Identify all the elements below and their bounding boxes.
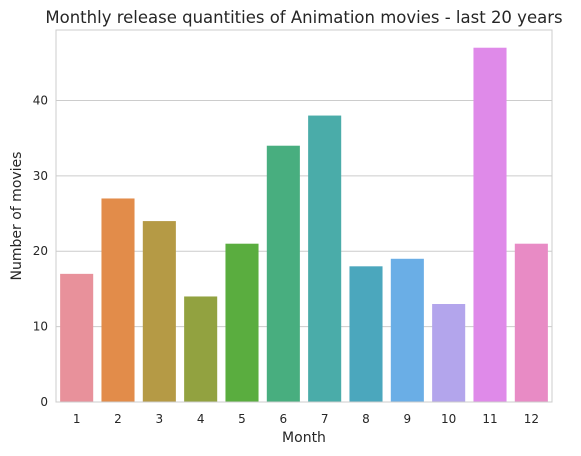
plot-area (56, 30, 552, 402)
x-tick-label: 9 (404, 412, 412, 426)
y-axis-label: Number of movies (9, 152, 25, 281)
bar-month-8 (349, 266, 383, 402)
y-tick-label: 20 (33, 244, 48, 258)
x-tick-label: 3 (156, 412, 164, 426)
bar-month-2 (101, 198, 135, 402)
x-tick-label: 6 (280, 412, 288, 426)
bar-month-7 (308, 115, 342, 403)
y-tick-label: 10 (33, 320, 48, 334)
x-tick-labels: 1 2 3 4 5 6 7 8 9 10 11 12 (73, 412, 539, 426)
y-tick-label: 30 (33, 169, 48, 183)
bar-month-9 (390, 258, 424, 402)
y-tick-label: 40 (33, 93, 48, 107)
x-tick-label: 1 (73, 412, 81, 426)
bar-month-11 (473, 47, 507, 402)
x-tick-label: 4 (197, 412, 205, 426)
bar-month-3 (142, 221, 176, 402)
bar-month-4 (184, 296, 218, 402)
x-axis-label: Month (282, 430, 326, 446)
plot-frame (55, 29, 553, 403)
y-tick-label: 0 (40, 395, 48, 409)
bar-month-6 (266, 145, 300, 403)
y-tick-labels: 0 10 20 30 40 (33, 93, 48, 409)
x-tick-label: 10 (441, 412, 456, 426)
x-tick-label: 5 (238, 412, 246, 426)
bars (60, 47, 548, 403)
x-tick-label: 7 (321, 412, 329, 426)
bar-month-10 (432, 304, 466, 402)
x-tick-label: 2 (114, 412, 122, 426)
bar-month-1 (60, 273, 94, 402)
x-tick-label: 11 (482, 412, 497, 426)
chart-title: Monthly release quantities of Animation … (45, 8, 562, 27)
x-tick-label: 12 (524, 412, 539, 426)
x-tick-label: 8 (362, 412, 370, 426)
bar-month-5 (225, 243, 259, 402)
bar-month-12 (514, 243, 548, 402)
